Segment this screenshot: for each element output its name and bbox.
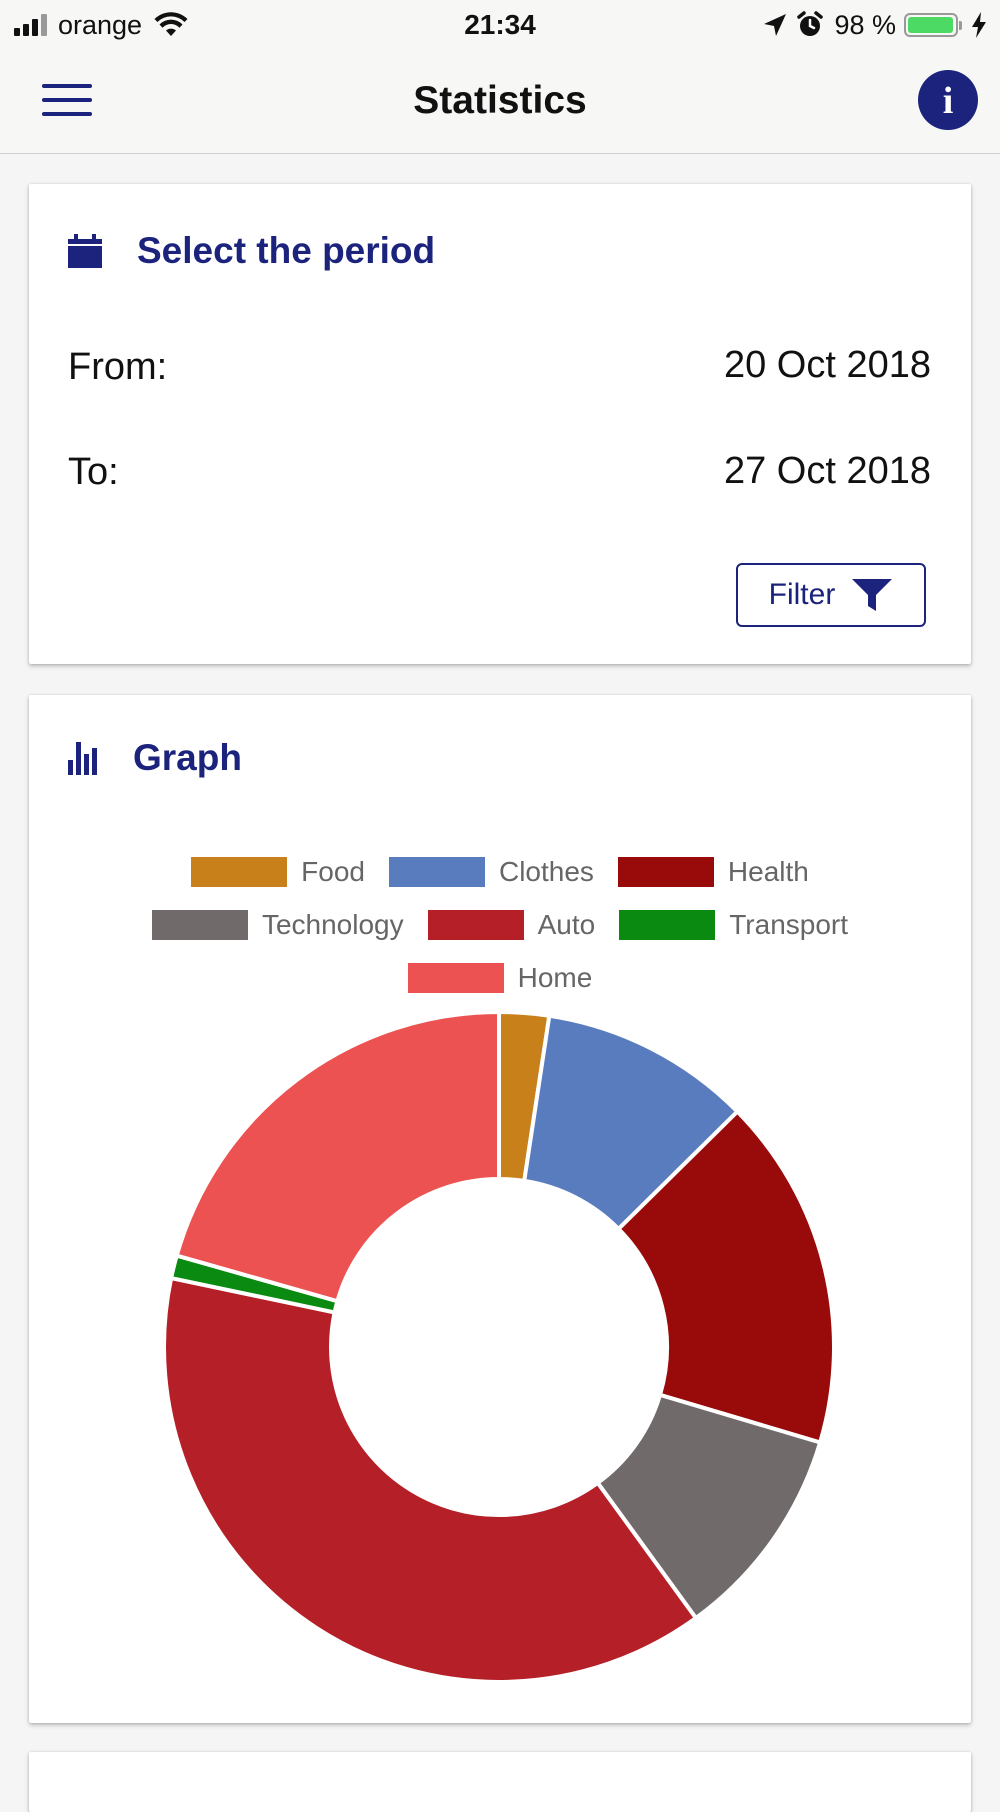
legend-label: Food xyxy=(301,855,365,887)
legend-item-home[interactable]: Home xyxy=(407,961,593,994)
carrier-name: orange xyxy=(58,9,143,40)
to-label: To: xyxy=(68,451,119,493)
charging-bolt-icon xyxy=(972,12,986,38)
legend-label: Clothes xyxy=(498,855,594,887)
funnel-icon xyxy=(852,579,893,611)
graph-card-title: Graph xyxy=(133,737,242,778)
legend-item-food[interactable]: Food xyxy=(191,856,365,888)
legend-item-transport[interactable]: Transport xyxy=(619,909,848,941)
legend-label: Transport xyxy=(729,908,849,940)
calendar-icon xyxy=(68,234,102,268)
next-card xyxy=(29,1752,971,1812)
legend-swatch xyxy=(151,909,248,940)
legend-swatch xyxy=(617,856,714,887)
legend-swatch xyxy=(191,856,288,887)
from-date-value[interactable]: 20 Oct 2018 xyxy=(723,344,931,386)
to-date-value[interactable]: 27 Oct 2018 xyxy=(723,450,931,492)
from-label: From: xyxy=(68,346,168,388)
legend-label: Auto xyxy=(537,908,596,940)
period-card: Select the period From: 20 Oct 2018 To: … xyxy=(29,184,971,664)
donut-slice-auto[interactable] xyxy=(162,1275,699,1684)
legend-label: Home xyxy=(517,961,593,993)
legend-label: Health xyxy=(727,855,809,887)
bar-chart-icon xyxy=(68,742,97,775)
page-title: Statistics xyxy=(413,79,587,122)
chart-legend: Food Clothes Health Technology Auto Transport… xyxy=(29,845,971,1004)
battery-tip xyxy=(959,20,962,30)
location-arrow-icon xyxy=(764,14,787,36)
battery-icon xyxy=(904,13,958,37)
donut-chart xyxy=(162,1009,836,1684)
status-time: 21:34 xyxy=(464,9,536,40)
legend-swatch xyxy=(388,856,485,887)
alarm-icon xyxy=(797,11,824,36)
legend-row: Technology Auto Transport xyxy=(29,898,971,951)
donut-slice-clothes[interactable] xyxy=(521,1013,741,1232)
donut-slice-home[interactable] xyxy=(174,1009,501,1304)
filter-button-label: Filter xyxy=(768,578,836,611)
legend-row: Food Clothes Health xyxy=(29,845,971,898)
donut-slice-health[interactable] xyxy=(615,1108,836,1445)
info-button[interactable]: i xyxy=(918,70,978,130)
nav-bar: Statistics i xyxy=(0,50,1000,154)
legend-label: Technology xyxy=(261,908,404,940)
legend-item-health[interactable]: Health xyxy=(617,855,809,888)
period-card-header: Select the period xyxy=(67,230,435,272)
legend-item-clothes[interactable]: Clothes xyxy=(388,855,594,888)
legend-item-auto[interactable]: Auto xyxy=(427,908,596,941)
signal-icon xyxy=(14,14,50,36)
legend-item-technology[interactable]: Technology xyxy=(151,908,404,941)
battery-percent: 98 % xyxy=(834,9,896,40)
legend-row: Home xyxy=(29,951,971,1004)
status-bar: orange 21:34 98 % xyxy=(0,0,1000,50)
graph-card-header: Graph xyxy=(67,737,242,779)
graph-card: Graph Food Clothes Health Technology Auto Tra… xyxy=(29,695,971,1723)
legend-swatch xyxy=(619,909,716,940)
filter-button[interactable]: Filter xyxy=(736,563,926,627)
period-card-title: Select the period xyxy=(137,230,436,271)
legend-swatch xyxy=(427,909,524,940)
hamburger-menu-icon[interactable] xyxy=(42,84,92,118)
wifi-icon xyxy=(154,12,188,36)
legend-swatch xyxy=(407,962,504,993)
